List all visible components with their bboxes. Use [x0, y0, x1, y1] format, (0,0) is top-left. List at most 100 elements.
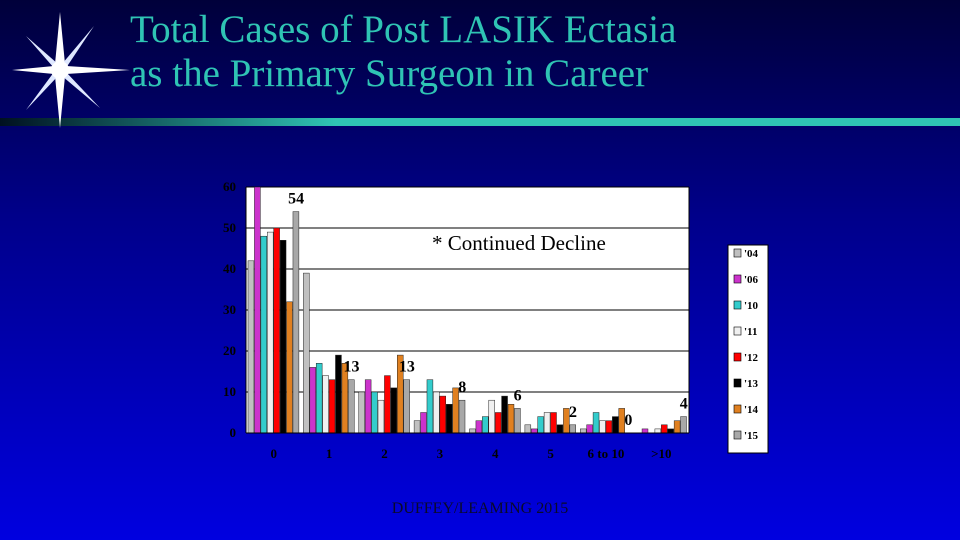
data-label: 6 [514, 387, 522, 404]
bar [524, 424, 532, 434]
data-label: 0 [624, 412, 632, 429]
bar [605, 420, 613, 434]
legend-swatch [733, 352, 742, 362]
bar [458, 399, 466, 434]
footer-credit: DUFFEY/LEAMING 2015 [391, 500, 569, 517]
legend-swatch [733, 404, 742, 414]
bar [654, 428, 662, 434]
data-label: 13 [399, 359, 415, 376]
bar [586, 424, 593, 434]
y-tick-label: 30 [223, 302, 236, 317]
bar [531, 428, 538, 434]
annotation-text: * Continued Decline [432, 231, 606, 255]
bar [260, 235, 268, 434]
bar [612, 416, 619, 434]
legend-label: '14 [744, 404, 759, 416]
bar [543, 412, 551, 434]
y-tick-label: 50 [223, 220, 236, 235]
data-label: 2 [569, 404, 577, 421]
x-tick-label: >10 [651, 446, 671, 461]
legend-label: '12 [744, 352, 759, 364]
data-label: 13 [344, 359, 360, 376]
bar [364, 379, 372, 434]
bar [279, 240, 287, 434]
bar [309, 367, 316, 434]
bars [247, 186, 687, 434]
x-tick-label: 3 [437, 446, 444, 461]
bar [371, 391, 378, 434]
bar [661, 424, 668, 434]
bar [439, 395, 446, 434]
legend-label: '13 [744, 378, 759, 390]
bar [377, 399, 385, 434]
bar [328, 379, 336, 434]
bar [537, 416, 544, 434]
bar [501, 395, 508, 434]
y-tick-label: 40 [223, 261, 236, 276]
bar [315, 363, 323, 434]
bar [469, 428, 476, 434]
bar [267, 231, 274, 434]
bar [514, 408, 521, 434]
bar [286, 301, 293, 434]
bar [494, 412, 502, 434]
bar [488, 399, 495, 434]
bar [680, 416, 687, 434]
data-labels: 54 13 13 8 6 2 0 4 [288, 191, 688, 429]
bar [303, 272, 310, 434]
starburst-icon [12, 12, 130, 128]
bar [247, 260, 255, 434]
legend-label: '06 [744, 274, 759, 286]
bar [384, 375, 391, 434]
bar [335, 354, 342, 434]
x-axis: 0 1 2 3 4 5 6 to 10 >10 [246, 432, 689, 461]
legend-swatch [733, 248, 742, 258]
x-tick-label: 4 [492, 446, 499, 461]
bar [667, 428, 674, 434]
bar [254, 186, 261, 434]
bar [420, 412, 427, 434]
legend-label: '15 [744, 430, 759, 442]
data-label: 8 [458, 379, 466, 396]
bar [475, 420, 483, 434]
legend-label: '11 [744, 326, 757, 338]
bar [322, 375, 329, 434]
x-tick-label: 1 [326, 446, 333, 461]
data-label: 4 [680, 396, 688, 413]
bar [550, 412, 557, 434]
bar [592, 412, 600, 434]
title-underline [0, 118, 960, 126]
bar [569, 424, 576, 434]
y-tick-label: 20 [223, 343, 236, 358]
bar [445, 404, 453, 434]
x-tick-label: 6 to 10 [588, 446, 625, 461]
legend-swatch [733, 274, 742, 284]
bar [358, 391, 365, 434]
legend-label: '10 [744, 300, 759, 312]
y-tick-label: 0 [230, 425, 237, 440]
bar [273, 227, 280, 434]
bar [641, 428, 649, 434]
bar [673, 420, 681, 434]
bar [599, 420, 606, 434]
legend-swatch [733, 300, 742, 310]
slide-title-line2: as the Primary Surgeon in Career [130, 52, 649, 95]
bar [482, 416, 489, 434]
bar [348, 379, 355, 434]
x-tick-label: 0 [270, 446, 277, 461]
bar [292, 211, 300, 434]
data-label: 54 [288, 191, 304, 208]
legend-swatch [733, 378, 742, 388]
slide-title: Total Cases of Post LASIK Ectasia as the… [130, 8, 676, 96]
legend-label: '04 [744, 248, 759, 260]
legend-swatch [733, 326, 742, 336]
x-tick-label: 5 [547, 446, 554, 461]
slide-title-line1: Total Cases of Post LASIK Ectasia [130, 8, 677, 51]
bar [556, 424, 564, 434]
bar [413, 420, 421, 434]
legend: '04 '06 '10 '11 '12 '13 '14 '15 [733, 248, 759, 442]
y-tick-label: 10 [223, 384, 236, 399]
bar [433, 391, 440, 434]
